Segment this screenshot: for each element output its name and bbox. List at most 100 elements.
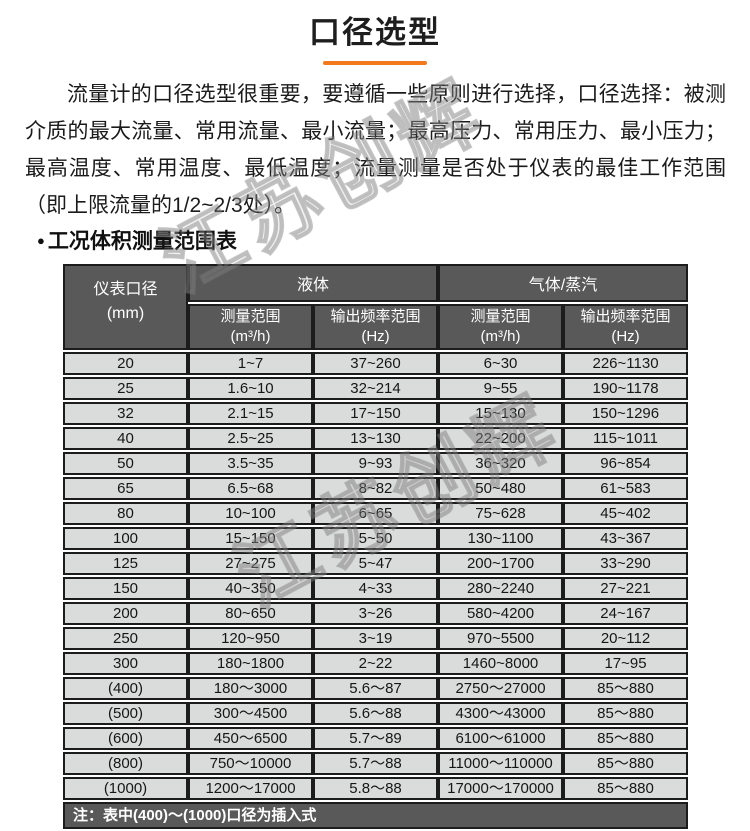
cell-gas-range: 50~480 xyxy=(438,477,564,500)
cell-liquid-freq: 37~260 xyxy=(313,352,439,375)
col-header-gas-freq-label: 输出频率范围 xyxy=(580,308,671,325)
cell-diameter: (600) xyxy=(63,727,188,750)
cell-diameter: (400) xyxy=(63,677,188,700)
col-header-liquid-range: 测量范围 (m³/h) xyxy=(188,304,313,350)
cell-liquid-range: 450～6500 xyxy=(188,727,313,750)
measurement-range-table: 仪表口径 (mm) 液体 气体/蒸汽 测量范围 (m³/h) 输出频率范围 (H… xyxy=(63,262,689,831)
cell-liquid-range: 180～3000 xyxy=(188,677,313,700)
cell-gas-freq: 17~95 xyxy=(563,652,689,675)
cell-gas-range: 17000～170000 xyxy=(438,777,564,800)
cell-liquid-freq: 9~93 xyxy=(313,452,439,475)
cell-diameter: 50 xyxy=(63,452,188,475)
title-underline xyxy=(323,61,427,65)
table-note: 注：表中(400)～(1000)口径为插入式 xyxy=(63,802,689,829)
col-header-gas-freq: 输出频率范围 (Hz) xyxy=(563,304,689,350)
cell-liquid-freq: 5~50 xyxy=(313,527,439,550)
cell-gas-freq: 226~1130 xyxy=(563,352,689,375)
cell-gas-freq: 85～880 xyxy=(563,702,689,725)
cell-gas-range: 36~320 xyxy=(438,452,564,475)
table-row: 20 1~7 37~260 6~30 226~1130 xyxy=(63,352,689,375)
cell-diameter: 25 xyxy=(63,377,188,400)
cell-gas-range: 6100～61000 xyxy=(438,727,564,750)
cell-liquid-range: 80~650 xyxy=(188,602,313,625)
cell-liquid-range: 2.1~15 xyxy=(188,402,313,425)
table-row: 100 15~150 5~50 130~1100 43~367 xyxy=(63,527,689,550)
cell-liquid-freq: 3~19 xyxy=(313,627,439,650)
cell-liquid-range: 1.6~10 xyxy=(188,377,313,400)
table-row: 32 2.1~15 17~150 15~130 150~1296 xyxy=(63,402,689,425)
col-header-liquid-freq-unit: (Hz) xyxy=(361,328,390,345)
bullet-icon: ● xyxy=(37,233,45,248)
cell-liquid-freq: 4~33 xyxy=(313,577,439,600)
cell-diameter: (800) xyxy=(63,752,188,775)
table-row: (1000) 1200～17000 5.8～88 17000～170000 85… xyxy=(63,777,689,800)
cell-gas-range: 4300～43000 xyxy=(438,702,564,725)
col-header-gas-range-label: 测量范围 xyxy=(470,308,531,325)
cell-gas-freq: 115~1011 xyxy=(563,427,689,450)
table-note-row: 注：表中(400)～(1000)口径为插入式 xyxy=(63,802,689,829)
cell-gas-freq: 85～880 xyxy=(563,777,689,800)
cell-liquid-range: 750～10000 xyxy=(188,752,313,775)
cell-gas-freq: 85～880 xyxy=(563,752,689,775)
cell-liquid-freq: 5~47 xyxy=(313,552,439,575)
cell-diameter: (500) xyxy=(63,702,188,725)
group-header-gas-steam: 气体/蒸汽 xyxy=(438,264,689,302)
cell-gas-freq: 27~221 xyxy=(563,577,689,600)
cell-diameter: 200 xyxy=(63,602,188,625)
table-row: 40 2.5~25 13~130 22~200 115~1011 xyxy=(63,427,689,450)
col-header-liquid-range-label: 测量范围 xyxy=(220,308,281,325)
cell-diameter: 250 xyxy=(63,627,188,650)
table-row: 25 1.6~10 32~214 9~55 190~1178 xyxy=(63,377,689,400)
cell-liquid-range: 6.5~68 xyxy=(188,477,313,500)
cell-gas-freq: 85～880 xyxy=(563,677,689,700)
cell-liquid-range: 1200～17000 xyxy=(188,777,313,800)
cell-liquid-freq: 5.7～89 xyxy=(313,727,439,750)
col-header-liquid-range-unit: (m³/h) xyxy=(230,328,271,345)
cell-diameter: 300 xyxy=(63,652,188,675)
cell-liquid-range: 2.5~25 xyxy=(188,427,313,450)
cell-gas-range: 580~4200 xyxy=(438,602,564,625)
cell-liquid-freq: 17~150 xyxy=(313,402,439,425)
cell-liquid-range: 27~275 xyxy=(188,552,313,575)
cell-gas-freq: 24~167 xyxy=(563,602,689,625)
intro-paragraph: 流量计的口径选型很重要，要遵循一些原则进行选择，口径选择：被测介质的最大流量、常… xyxy=(25,83,726,217)
table-row: 125 27~275 5~47 200~1700 33~290 xyxy=(63,552,689,575)
cell-liquid-range: 300～4500 xyxy=(188,702,313,725)
cell-gas-range: 1460~8000 xyxy=(438,652,564,675)
cell-liquid-freq: 13~130 xyxy=(313,427,439,450)
cell-diameter: 20 xyxy=(63,352,188,375)
table-row: (500) 300～4500 5.6～88 4300～43000 85～880 xyxy=(63,702,689,725)
table-row: (400) 180～3000 5.6～87 2750～27000 85～880 xyxy=(63,677,689,700)
cell-liquid-freq: 8~82 xyxy=(313,477,439,500)
table-row: (600) 450～6500 5.7～89 6100～61000 85～880 xyxy=(63,727,689,750)
cell-gas-range: 280~2240 xyxy=(438,577,564,600)
cell-gas-freq: 85～880 xyxy=(563,727,689,750)
cell-gas-freq: 150~1296 xyxy=(563,402,689,425)
cell-liquid-range: 180~1800 xyxy=(188,652,313,675)
cell-liquid-freq: 2~22 xyxy=(313,652,439,675)
cell-liquid-freq: 5.8～88 xyxy=(313,777,439,800)
cell-liquid-range: 10~100 xyxy=(188,502,313,525)
col-header-diameter-line2: (mm) xyxy=(106,305,145,322)
col-header-liquid-freq: 输出频率范围 (Hz) xyxy=(313,304,439,350)
cell-gas-freq: 33~290 xyxy=(563,552,689,575)
cell-gas-freq: 20~112 xyxy=(563,627,689,650)
cell-liquid-freq: 5.6～88 xyxy=(313,702,439,725)
group-header-liquid: 液体 xyxy=(188,264,439,302)
col-header-diameter: 仪表口径 (mm) xyxy=(63,264,188,350)
cell-gas-range: 15~130 xyxy=(438,402,564,425)
table-row: 80 10~100 6~65 75~628 45~402 xyxy=(63,502,689,525)
cell-liquid-freq: 5.7～88 xyxy=(313,752,439,775)
cell-diameter: 65 xyxy=(63,477,188,500)
table-row: (800) 750～10000 5.7～88 11000～110000 85～8… xyxy=(63,752,689,775)
cell-gas-freq: 43~367 xyxy=(563,527,689,550)
col-header-gas-freq-unit: (Hz) xyxy=(611,328,640,345)
page-title: 口径选型 xyxy=(309,15,441,50)
cell-gas-freq: 96~854 xyxy=(563,452,689,475)
table-row: 200 80~650 3~26 580~4200 24~167 xyxy=(63,602,689,625)
cell-gas-range: 11000～110000 xyxy=(438,752,564,775)
section-label: 工况体积测量范围表 xyxy=(47,230,237,253)
table-row: 300 180~1800 2~22 1460~8000 17~95 xyxy=(63,652,689,675)
section-heading: ● 工况体积测量范围表 xyxy=(37,226,750,257)
